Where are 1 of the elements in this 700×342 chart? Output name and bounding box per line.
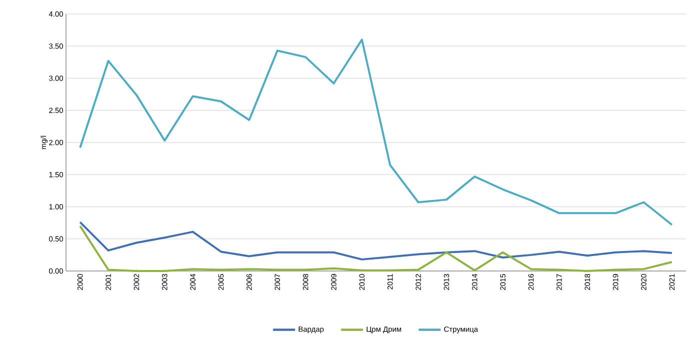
line-series: [79, 225, 673, 272]
